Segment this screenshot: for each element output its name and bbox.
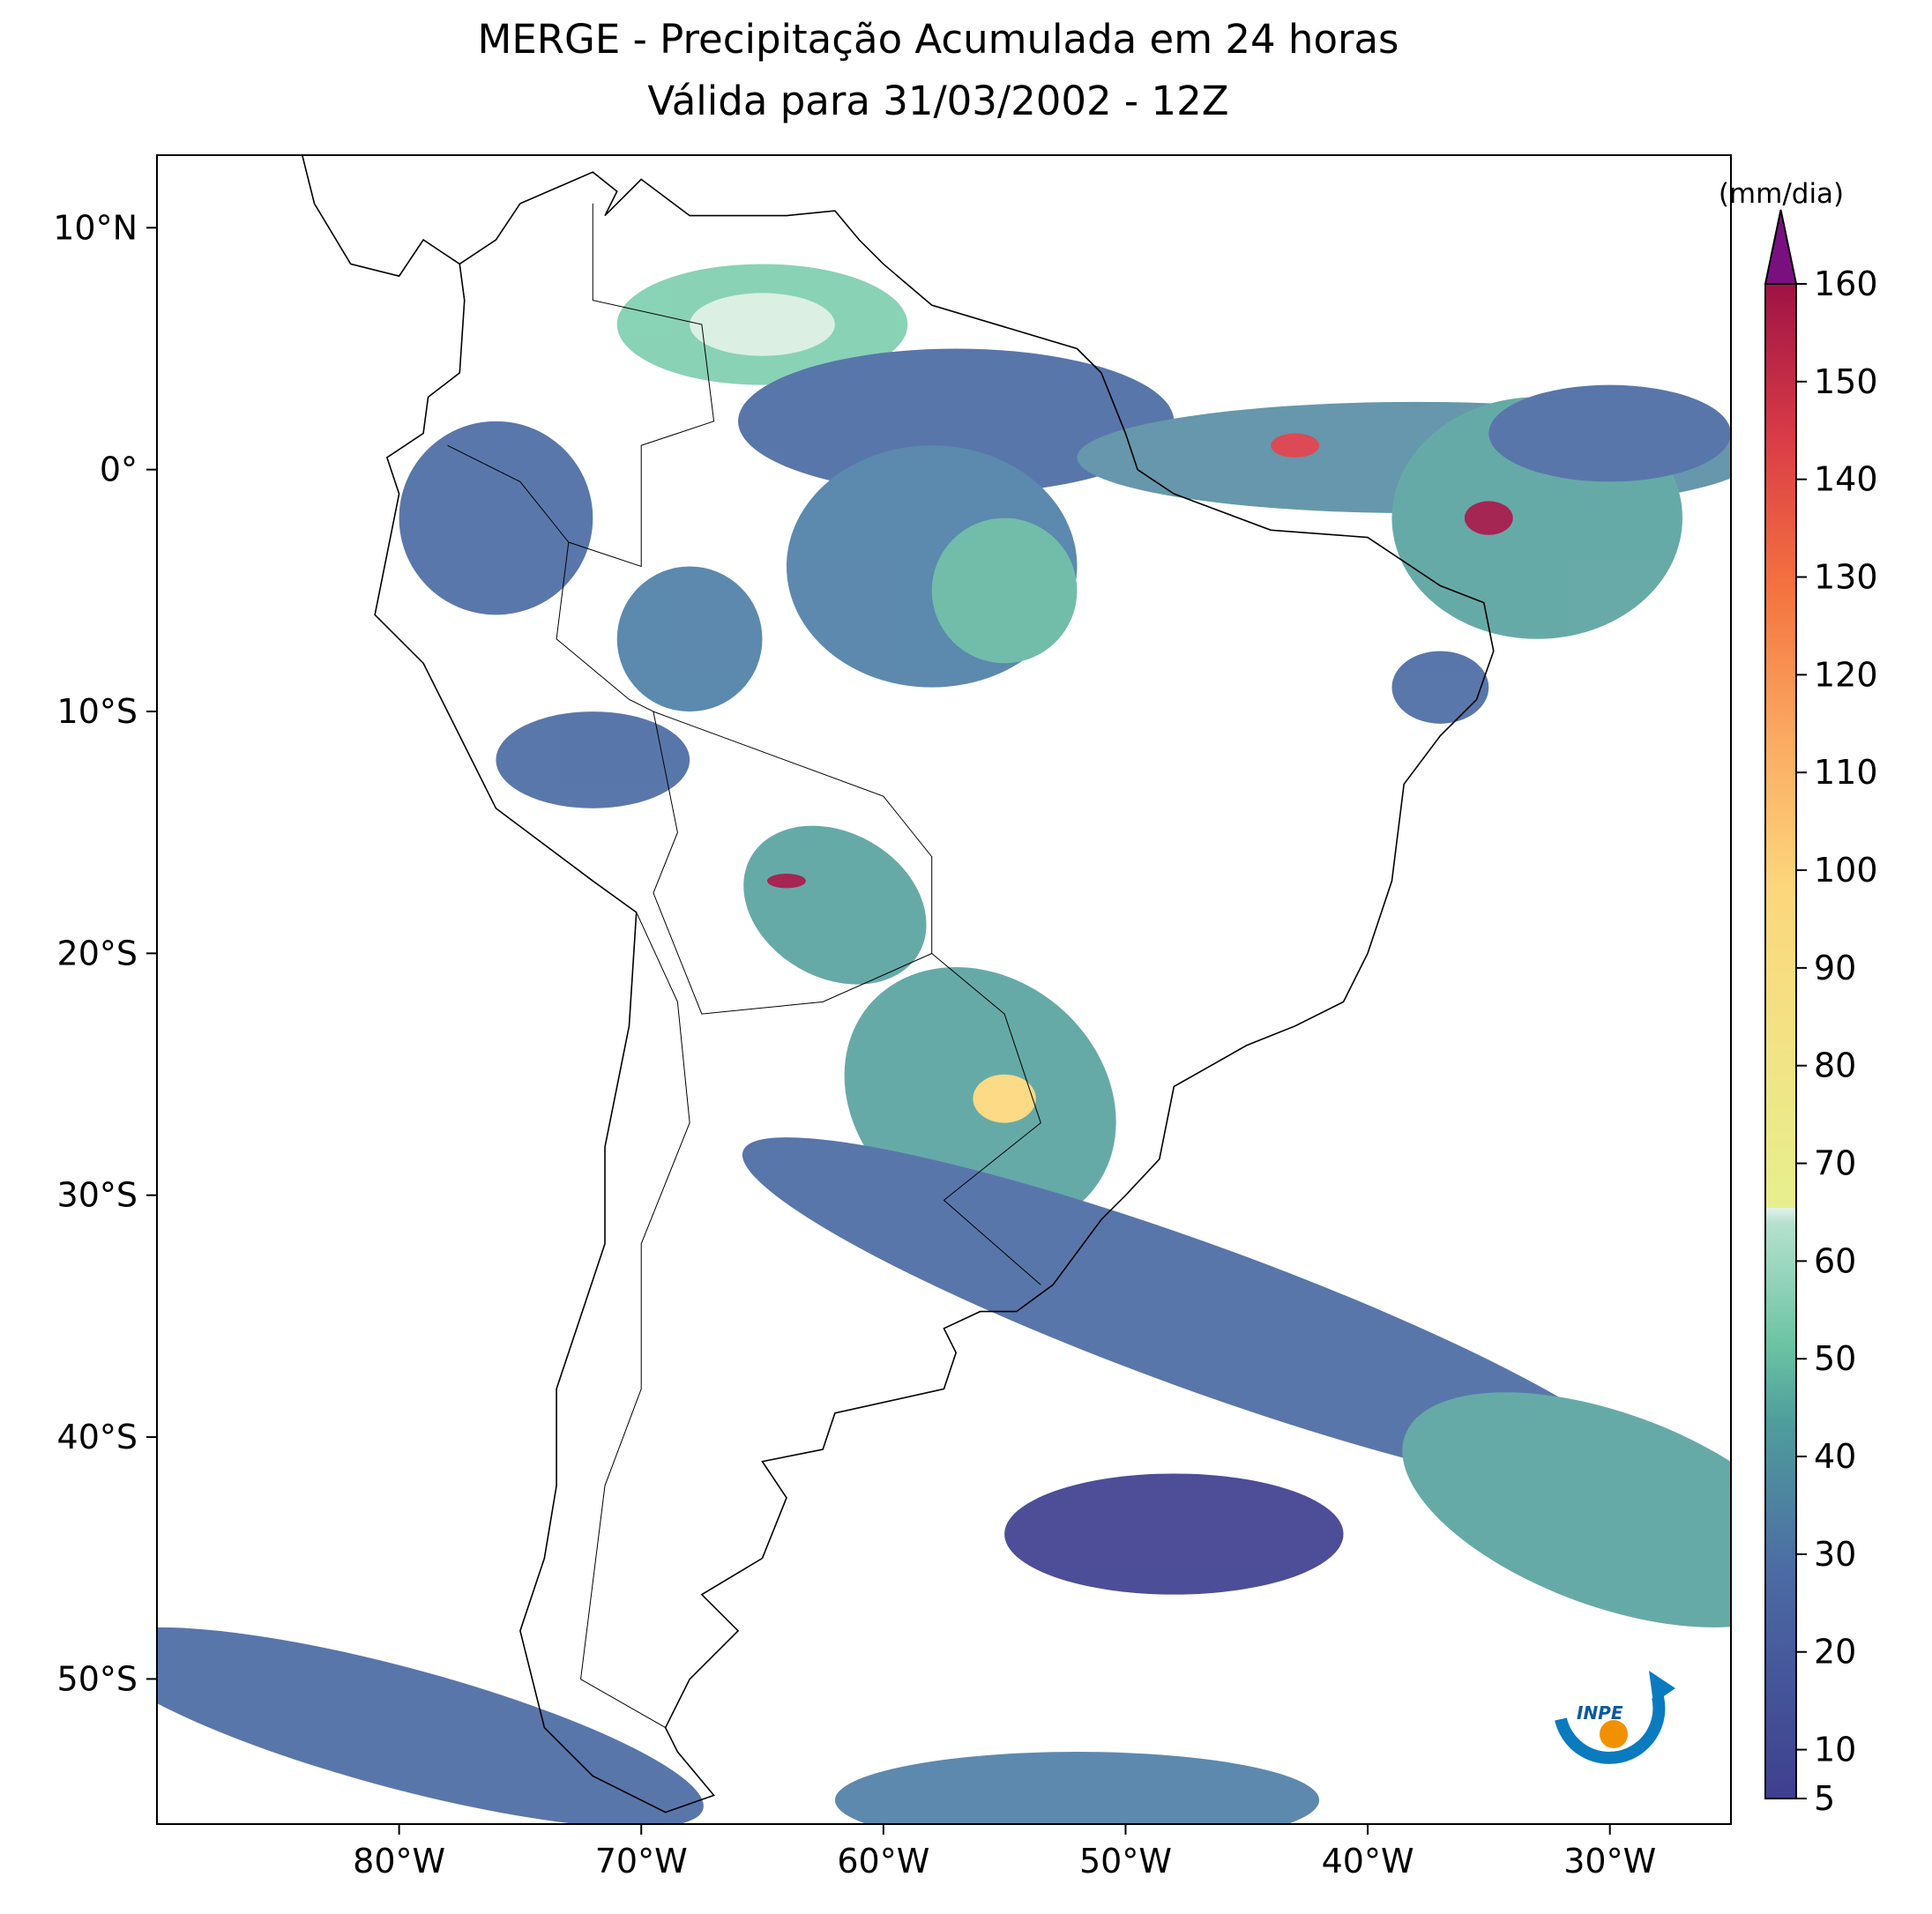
borders	[448, 204, 714, 567]
axes-frame	[156, 154, 1732, 1825]
title: MERGE - Precipitação Acumulada em 24 hor…	[478, 16, 1399, 63]
x-tick-label: 80°W	[353, 1842, 445, 1880]
borders	[653, 711, 1041, 1285]
colorbar-tick-label: 60	[1814, 1241, 1856, 1280]
colorbar-tick-label: 110	[1814, 753, 1878, 792]
borders	[556, 542, 932, 1014]
precipitation	[157, 264, 1731, 1824]
y-tick-label: 10°S	[57, 692, 138, 731]
y-tick-label: 10°N	[53, 208, 138, 247]
logo-text: INPE	[1577, 1702, 1623, 1724]
colorbar-tick-label: 80	[1814, 1046, 1856, 1085]
colorbar-tick-label: 100	[1814, 851, 1878, 890]
x-tick-label: 70°W	[595, 1842, 688, 1880]
colorbar-extend	[1764, 209, 1798, 285]
coastline	[302, 155, 1494, 1813]
map-geometry	[157, 155, 1731, 1824]
subtitle: Válida para 31/03/2002 - 12Z	[647, 78, 1228, 124]
colorbar-tick-label: 150	[1814, 362, 1878, 401]
y-tick-label: 20°S	[57, 934, 138, 972]
colorbar-tick-label: 20	[1814, 1633, 1856, 1672]
x-tick-label: 60°W	[837, 1842, 929, 1880]
x-tick-label: 50°W	[1079, 1842, 1172, 1880]
y-tick-label: 40°S	[57, 1418, 138, 1456]
colorbar-tick-label: 70	[1814, 1144, 1856, 1183]
map-area	[157, 155, 1731, 1824]
y-tick-label: 50°S	[57, 1659, 138, 1698]
colorbar-tick-label: 10	[1814, 1731, 1856, 1769]
colorbar-tick-label: 40	[1814, 1437, 1856, 1476]
borders	[581, 912, 690, 1728]
logo: INPE	[1555, 1671, 1675, 1764]
colorbar-tick-label: 90	[1814, 949, 1856, 987]
colorbar	[1764, 283, 1797, 1799]
colorbar-tick-label: 50	[1814, 1339, 1856, 1378]
y-tick-label: 30°S	[57, 1176, 138, 1215]
y-tick-label: 0°	[100, 451, 138, 489]
colorbar-label: (mm/dia)	[1719, 178, 1844, 210]
colorbar-tick-label: 5	[1814, 1779, 1835, 1818]
x-tick-label: 40°W	[1322, 1842, 1414, 1880]
colorbar-tick-label: 120	[1814, 655, 1878, 694]
colorbar-tick-label: 130	[1814, 558, 1878, 597]
colorbar-tick-label: 160	[1814, 264, 1878, 303]
colorbar-tick-label: 30	[1814, 1535, 1856, 1574]
x-tick-label: 30°W	[1563, 1842, 1656, 1880]
colorbar-tick-label: 140	[1814, 460, 1878, 499]
